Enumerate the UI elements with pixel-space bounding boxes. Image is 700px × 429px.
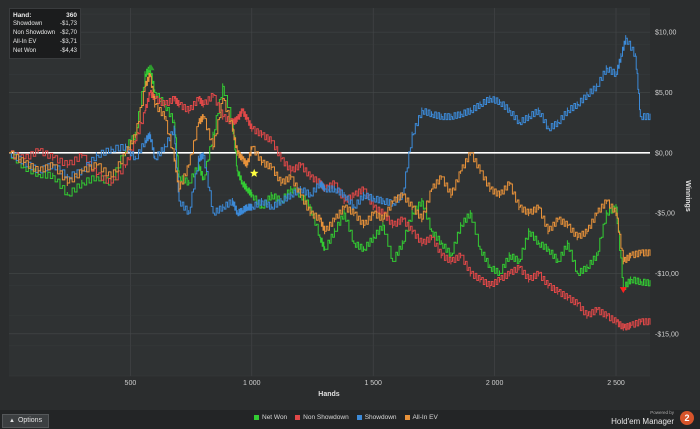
y-axis-title: Winnings bbox=[684, 180, 691, 212]
legend-item-allin-ev[interactable]: All-In EV bbox=[404, 414, 438, 421]
series-layer bbox=[9, 35, 651, 331]
options-button[interactable]: ▲ Options bbox=[2, 414, 50, 428]
legend-swatch bbox=[295, 415, 301, 420]
stats-value: -$2,70 bbox=[59, 30, 77, 36]
stats-value: -$3,71 bbox=[59, 39, 77, 45]
x-tick-label: 1 000 bbox=[243, 380, 261, 387]
marker-layer bbox=[147, 64, 627, 294]
y-tick-label: -$15,00 bbox=[655, 331, 679, 338]
stats-label: Non Showdown bbox=[13, 30, 56, 36]
x-tick-label: 2 000 bbox=[486, 380, 504, 387]
y-tick-label: -$5,00 bbox=[655, 211, 675, 218]
legend-swatch bbox=[404, 415, 410, 420]
y-tick-labels: $10,00 $5,00 $0,00 -$5,00 -$10,00 -$15,00 bbox=[655, 30, 679, 339]
legend-label: Showdown bbox=[364, 414, 397, 421]
hand-stats-box: Hand: 360 Showdown -$1,73 Non Showdown -… bbox=[9, 8, 81, 59]
stats-label: Showdown bbox=[13, 21, 43, 27]
stats-label: Net Won bbox=[13, 48, 37, 54]
y-tick-label: $10,00 bbox=[655, 30, 677, 37]
bottom-bar bbox=[0, 410, 700, 429]
brand-name: Hold'em Manager bbox=[611, 417, 674, 426]
legend-item-net-won[interactable]: Net Won bbox=[254, 414, 287, 421]
brand-logo-area: Powered by Hold'em Manager 2 bbox=[611, 409, 696, 427]
legend-item-non-showdown[interactable]: Non Showdown bbox=[295, 414, 349, 421]
stats-row-net-won: Net Won -$4,43 bbox=[13, 47, 77, 56]
star-marker bbox=[250, 168, 259, 177]
x-tick-label: 1 500 bbox=[364, 380, 382, 387]
legend-label: All-In EV bbox=[412, 414, 438, 421]
max-marker bbox=[147, 64, 155, 71]
stats-row-non-showdown: Non Showdown -$2,70 bbox=[13, 29, 77, 38]
legend-item-showdown[interactable]: Showdown bbox=[356, 414, 397, 421]
stats-label: All-In EV bbox=[13, 39, 37, 45]
y-tick-label: $5,00 bbox=[655, 90, 673, 97]
stats-value: -$1,73 bbox=[59, 21, 77, 27]
min-marker bbox=[619, 287, 627, 294]
series-line-showdown bbox=[9, 35, 651, 217]
series-line-net-won bbox=[9, 65, 651, 290]
brand-logo-icon: 2 bbox=[680, 411, 694, 425]
legend-label: Non Showdown bbox=[303, 414, 349, 421]
legend-swatch bbox=[356, 415, 362, 420]
chevron-up-icon: ▲ bbox=[9, 418, 15, 424]
x-tick-label: 2 500 bbox=[607, 380, 625, 387]
x-axis-title: Hands bbox=[318, 391, 340, 398]
stats-value: 360 bbox=[66, 12, 77, 19]
y-tick-label: $0,00 bbox=[655, 150, 673, 157]
stats-row-showdown: Showdown -$1,73 bbox=[13, 20, 77, 29]
chart-legend: Net Won Non Showdown Showdown All-In EV bbox=[254, 414, 446, 421]
y-tick-label: -$10,00 bbox=[655, 271, 679, 278]
options-label: Options bbox=[17, 417, 43, 424]
powered-by-text: Powered by bbox=[650, 410, 674, 415]
stats-label: Hand: bbox=[13, 12, 32, 19]
series-line-all-in-ev bbox=[9, 72, 651, 265]
stats-row-allin-ev: All-In EV -$3,71 bbox=[13, 38, 77, 47]
legend-swatch bbox=[254, 415, 259, 420]
x-tick-labels: 500 1 000 1 500 2 000 2 500 bbox=[125, 380, 625, 387]
legend-label: Net Won bbox=[262, 414, 288, 421]
x-tick-label: 500 bbox=[125, 380, 137, 387]
stats-value: -$4,43 bbox=[59, 48, 77, 54]
stats-row-hand: Hand: 360 bbox=[13, 11, 77, 20]
